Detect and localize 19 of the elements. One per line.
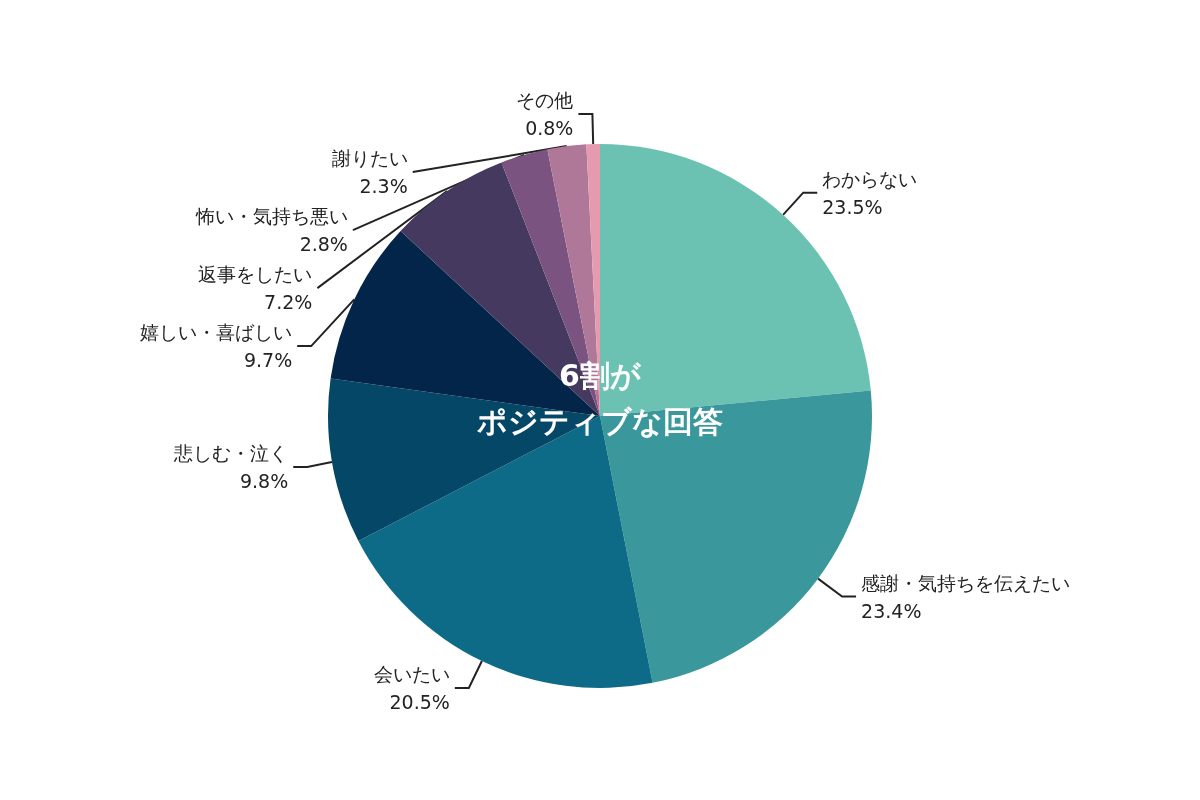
data-label: 23.5% xyxy=(822,195,883,218)
slice-label: 嬉しい・喜ばしい xyxy=(140,321,293,344)
slice-label: 謝りたい xyxy=(331,147,408,170)
data-label: 23.4% xyxy=(861,599,922,622)
text: ポジティブな回答 xyxy=(477,403,723,439)
data-label: 0.8% xyxy=(525,117,574,140)
data-label: 7.2% xyxy=(264,291,313,314)
slice-label: 返事をしたい xyxy=(198,263,313,286)
slice-label: わからない xyxy=(822,167,918,190)
data-label: 2.3% xyxy=(359,175,408,198)
data-label: 9.8% xyxy=(239,469,289,492)
data-label: 20.5% xyxy=(389,691,450,714)
slice-label: その他 xyxy=(516,89,574,112)
slice-label: 怖い・気持ち悪い xyxy=(194,205,348,228)
slice-label: 悲しむ・泣く xyxy=(173,441,289,464)
data-label: 2.8% xyxy=(299,233,348,256)
slice-label: 感謝・気持ちを伝えたい xyxy=(861,571,1071,594)
slice-label: 会いたい xyxy=(373,663,450,686)
data-label: 9.7% xyxy=(243,349,293,372)
